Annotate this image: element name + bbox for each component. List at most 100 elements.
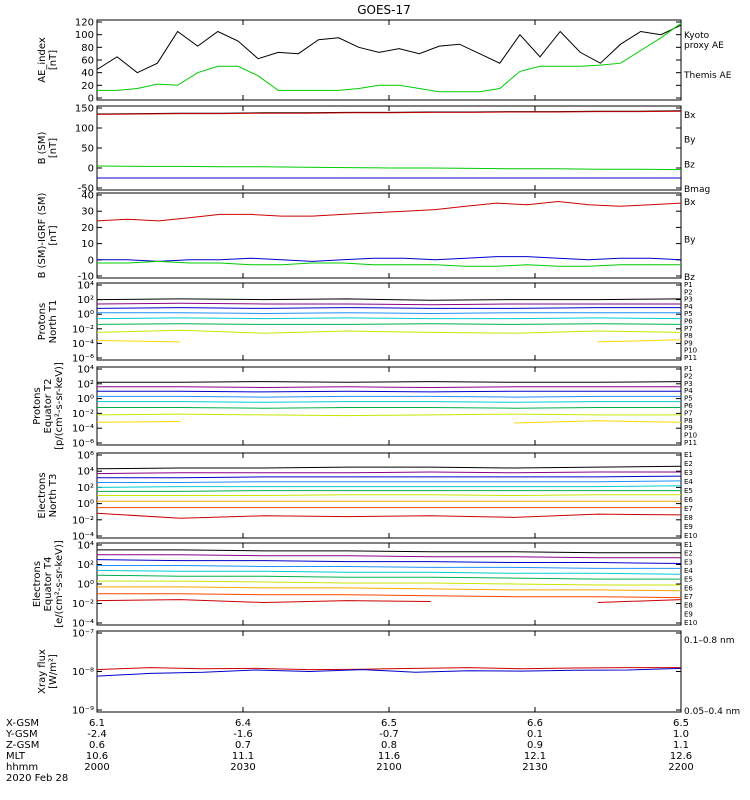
series-p5 xyxy=(96,317,682,320)
series-e10 xyxy=(96,512,682,519)
y-tick-label: 10⁻⁴ xyxy=(72,532,94,543)
legend-entry: P8 xyxy=(684,332,693,340)
y-axis-label: [e/(cm²-s-sr-keV)] xyxy=(54,540,65,628)
y-tick-label: 0 xyxy=(88,164,94,175)
y-axis-label: [nT] xyxy=(48,50,59,70)
legend-entry: E1 xyxy=(684,541,693,549)
y-tick-label: 10⁻² xyxy=(72,409,94,420)
legend-entry: E9 xyxy=(684,610,693,618)
legend-entry: P7 xyxy=(684,325,693,333)
plot-title: GOES-17 xyxy=(357,3,411,17)
footer-date: 2020 Feb 28 xyxy=(6,773,68,784)
y-tick-label: 10⁴ xyxy=(77,541,94,552)
y-tick-label: 10² xyxy=(77,560,94,571)
legend-entry: Bz xyxy=(684,160,695,170)
y-tick-label: 10⁻⁹ xyxy=(72,706,94,717)
y-axis-label: [nT] xyxy=(48,138,59,158)
footer-value: 10.6 xyxy=(86,751,108,762)
legend-entry: P11 xyxy=(684,439,697,447)
legend-entry: E5 xyxy=(684,576,693,584)
series-bz xyxy=(96,200,682,222)
legend-entry: P9 xyxy=(684,339,693,347)
y-tick-label: 100 xyxy=(75,30,94,41)
series-e2 xyxy=(97,554,681,559)
footer-value: 11.1 xyxy=(232,751,254,762)
footer-value: 6.4 xyxy=(235,718,251,729)
legend-entry: P1 xyxy=(684,365,693,373)
series-by xyxy=(97,260,681,267)
y-axis-label: [nT] xyxy=(48,225,59,245)
legend-entry: P8 xyxy=(684,417,693,425)
legend-entry: P7 xyxy=(684,409,693,417)
legend-entry: P2 xyxy=(684,288,693,296)
series-p2 xyxy=(96,302,681,306)
y-tick-label: 10⁻⁴ xyxy=(72,424,94,435)
legend-entry: P1 xyxy=(684,281,693,289)
y-axis-label: North T3 xyxy=(48,474,59,518)
y-tick-label: 10⁻⁷ xyxy=(72,629,94,640)
y-axis-label: [W/m²] xyxy=(48,654,59,689)
legend-entry: By xyxy=(684,136,696,146)
footer-value: 11.6 xyxy=(378,751,400,762)
footer-value: 0.8 xyxy=(381,740,397,751)
legend-entry: E4 xyxy=(684,478,693,486)
footer-value: 0.6 xyxy=(89,740,105,751)
legend-entry: E6 xyxy=(684,584,693,592)
panel-eeq: 10⁴ 10² 10⁰ 10⁻² 10⁻⁴ Electrons Equator T4 [e/(… xyxy=(32,540,697,629)
footer-label: hhmm xyxy=(6,762,38,773)
series-e6 xyxy=(97,490,681,492)
footer-value: 2200 xyxy=(668,762,693,773)
series-e9 xyxy=(97,593,682,599)
footer-label: Y-GSM xyxy=(5,729,38,740)
footer-value: -0.7 xyxy=(379,729,399,740)
series-themis-ae xyxy=(96,24,682,74)
y-tick-label: 10⁻² xyxy=(72,324,94,335)
series-p4 xyxy=(97,312,681,315)
series-p1 xyxy=(96,298,682,301)
legend-entry: E2 xyxy=(684,460,693,468)
y-axis-label: Equator T4 xyxy=(43,557,54,612)
legend-entry: P9 xyxy=(684,424,693,432)
series-0 xyxy=(96,667,681,671)
series-e1 xyxy=(96,465,682,470)
y-tick-label: 20 xyxy=(81,223,94,234)
legend-entry: P4 xyxy=(684,303,693,311)
y-tick-label: 10⁻⁴ xyxy=(72,339,94,350)
series-bz xyxy=(96,110,682,115)
series-e10 xyxy=(96,599,682,604)
legend-entry: E7 xyxy=(684,593,693,601)
legend-entry: P5 xyxy=(684,395,693,403)
legend-entry: E10 xyxy=(684,619,697,627)
footer-value: 2000 xyxy=(84,762,109,773)
legend-entry: E8 xyxy=(684,602,693,610)
panel-pnorth: 10⁴ 10² 10⁰ 10⁻² 10⁻⁴ 10⁻⁶ Protons North T1 P1P2… xyxy=(37,281,697,365)
series-p8 xyxy=(96,339,682,343)
series-e4 xyxy=(97,480,682,483)
legend-entry: P5 xyxy=(684,310,693,318)
series-e7 xyxy=(97,494,681,497)
series-e8 xyxy=(97,586,682,592)
y-tick-label: 10⁴ xyxy=(77,365,94,376)
footer-label: X-GSM xyxy=(6,718,39,729)
legend-entry: E7 xyxy=(684,505,693,513)
footer-value: 6.6 xyxy=(527,718,543,729)
y-tick-label: 10⁰ xyxy=(77,310,94,321)
legend-entry: P3 xyxy=(684,296,693,304)
footer-value: 6.5 xyxy=(381,718,397,729)
footer-value: 0.1 xyxy=(527,729,543,740)
footer-value: 12.6 xyxy=(670,751,692,762)
y-axis-label: Protons xyxy=(37,303,48,340)
legend-entry: E2 xyxy=(684,550,693,558)
panel-frame xyxy=(96,105,682,191)
y-tick-label: 10² xyxy=(77,379,94,390)
y-tick-label: 10⁶ xyxy=(77,451,94,462)
y-tick-label: 100 xyxy=(75,124,94,135)
y-tick-label: -50 xyxy=(78,184,94,195)
series-e4 xyxy=(97,565,681,569)
legend-entry: Kyoto xyxy=(684,31,710,41)
y-tick-label: 10⁻⁸ xyxy=(72,667,94,678)
legend-entry: E4 xyxy=(684,567,693,575)
y-axis-label: B (SM) xyxy=(37,131,48,164)
y-tick-label: 10⁰ xyxy=(77,499,94,510)
